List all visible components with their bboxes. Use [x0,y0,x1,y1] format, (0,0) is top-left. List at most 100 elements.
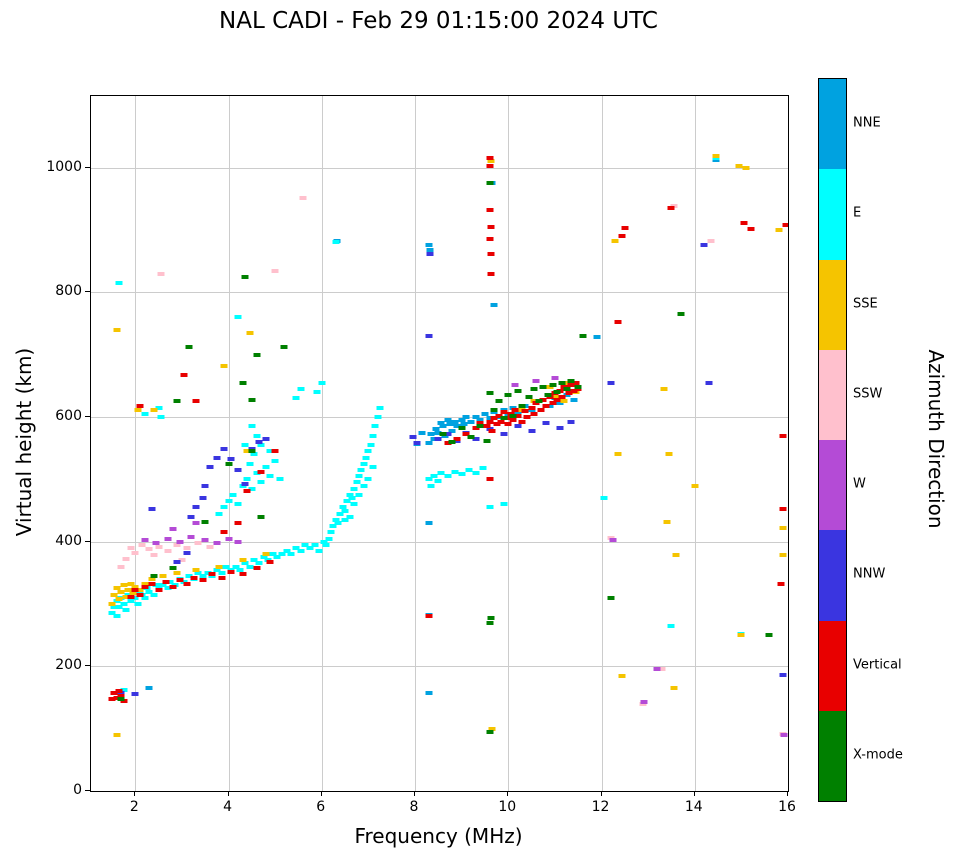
data-point-nne [444,418,452,423]
colorbar [818,78,847,802]
data-point-w [192,520,200,525]
data-point-vertical [271,449,279,454]
data-point-x-mode [677,312,685,317]
data-point-vertical [747,226,755,231]
data-point-e [255,561,263,566]
data-point-w [511,382,519,387]
data-point-x-mode [253,352,260,357]
grid-line-x [601,96,603,791]
data-point-vertical [528,405,536,410]
data-point-sse [775,228,783,232]
data-point-vertical [487,224,495,229]
data-point-vertical [169,584,177,589]
data-point-e [215,511,223,516]
data-point-nnw [199,496,207,501]
colorbar-segment-ssw [819,349,846,440]
data-point-e [278,552,286,557]
data-point-ssw [122,557,130,562]
y-tick-label: 1000 [46,158,82,175]
data-point-nne [451,419,459,424]
data-point-vertical [558,395,566,400]
data-point-vertical [127,594,135,599]
data-point-x-mode [567,378,575,383]
data-point-nnw [444,432,452,437]
data-point-nnw [131,692,139,697]
data-point-sse [551,395,559,400]
data-point-e [134,602,142,606]
x-tick-label: 12 [591,799,610,815]
data-point-e [425,477,433,482]
data-point-e [364,477,372,482]
data-point-sse [113,327,121,332]
data-point-w [234,539,242,544]
data-point-w [201,538,209,543]
data-point-w [225,536,233,541]
colorbar-label-nnw: NNW [853,566,886,582]
data-point-e [145,589,153,594]
data-point-e [271,458,279,463]
data-point-vertical [110,690,118,695]
data-point-x-mode [241,274,249,279]
data-point-vertical [486,208,494,213]
x-tick-mark [134,791,136,796]
data-point-e [115,280,123,285]
data-point-nnw [241,482,249,487]
data-point-x-mode [487,615,495,620]
x-tick-label: 8 [409,799,419,815]
data-point-e [108,611,116,616]
data-point-sse [192,567,200,572]
data-point-vertical [476,421,484,426]
data-point-x-mode [490,407,498,412]
colorbar-segment-nnw [819,530,846,621]
data-point-vertical [490,416,498,421]
x-tick-label: 4 [223,799,232,815]
data-point-e [260,555,267,560]
grid-line-y [91,167,788,169]
data-point-nne [500,407,508,412]
data-point-nnw [426,251,434,256]
data-point-x-mode [563,386,571,391]
data-point-nnw [409,434,417,439]
data-point-sse [120,583,128,588]
data-point-sse [672,553,680,558]
data-point-e [276,477,284,482]
data-point-sse [113,732,121,737]
colorbar-segment-x-mode [819,710,846,801]
data-point-nnw [413,441,421,446]
data-point-vertical [777,582,785,587]
data-point-w [152,540,160,545]
data-point-vertical [497,419,505,424]
data-point-vertical [523,415,531,419]
data-point-x-mode [173,399,181,404]
data-point-vertical [511,407,519,412]
data-point-vertical [487,251,495,256]
data-point-e [301,542,309,547]
data-point-nnw [148,507,156,512]
data-point-sse [691,483,699,488]
data-point-sse [127,582,135,587]
data-point-e [355,492,363,497]
data-point-e [246,461,253,466]
data-point-nne [430,436,438,441]
data-point-e [376,405,384,410]
data-point-e [204,570,212,575]
data-point-nne [514,410,522,415]
data-point-e [362,455,370,460]
data-point-sse [737,633,745,638]
data-point-sse [262,552,270,557]
data-point-sse [618,673,626,678]
data-point-vertical [553,397,561,402]
data-point-x-mode [535,399,543,404]
data-point-vertical [514,413,522,418]
data-point-vertical [155,588,163,593]
data-point-x-mode [509,413,517,418]
data-point-e [472,471,480,476]
colorbar-label-ssw: SSW [853,386,883,402]
data-point-vertical [565,391,573,396]
data-point-nne [418,430,426,435]
data-point-e [269,552,277,557]
data-point-w [169,527,177,532]
data-point-vertical [183,582,191,587]
y-tick-mark [85,790,90,791]
data-point-x-mode [574,385,582,390]
